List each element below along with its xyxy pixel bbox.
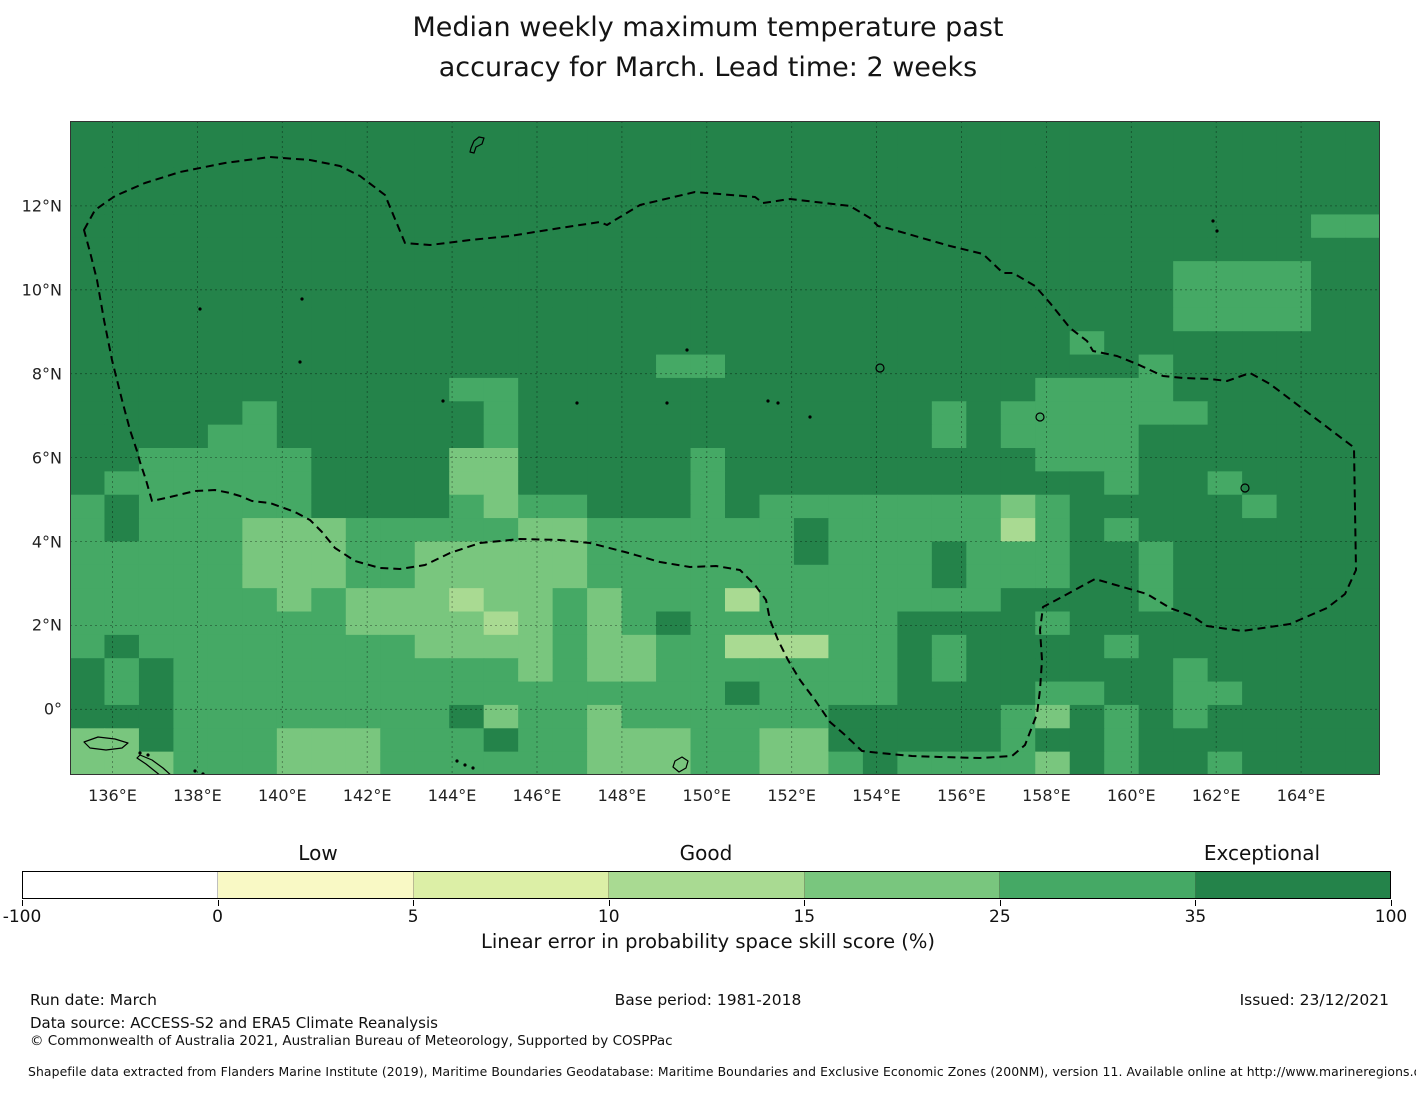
footer-shapefile-attribution: Shapefile data extracted from Flanders M… bbox=[28, 1064, 1416, 1079]
x-tick-label: 162°E bbox=[1191, 786, 1241, 805]
y-tick-label: 4°N bbox=[31, 532, 62, 551]
y-tick-label: 0° bbox=[43, 699, 62, 719]
footer-data-source: Data source: ACCESS-S2 and ERA5 Climate … bbox=[30, 1014, 438, 1032]
heatmap-cells bbox=[70, 121, 1381, 776]
colorbar-tick bbox=[608, 900, 610, 906]
y-tick-label: 8°N bbox=[31, 364, 62, 384]
chart-title-line1: Median weekly maximum temperature past bbox=[412, 12, 1004, 43]
colorbar-tick bbox=[999, 900, 1001, 906]
x-tick-label: 152°E bbox=[767, 786, 817, 805]
colorbar-segment bbox=[23, 872, 219, 898]
x-tick-label: 136°E bbox=[88, 786, 137, 805]
colorbar-tick bbox=[804, 900, 806, 906]
colorbar-segment bbox=[804, 872, 1001, 898]
graticule-gridlines bbox=[70, 121, 1380, 775]
x-tick-label: 138°E bbox=[173, 786, 222, 805]
map-plot-area bbox=[70, 121, 1381, 793]
colorbar-tick-label: -100 bbox=[2, 907, 42, 927]
colorbar-tick bbox=[1391, 900, 1392, 906]
x-tick-label: 160°E bbox=[1106, 786, 1156, 805]
axes-frame bbox=[70, 121, 1380, 775]
colorbar-tick-label: 25 bbox=[989, 907, 1011, 927]
chart-title: Median weekly maximum temperature past a… bbox=[0, 8, 1416, 88]
colorbar bbox=[22, 871, 1391, 899]
colorbar-segment bbox=[1000, 872, 1196, 898]
x-tick-label: 148°E bbox=[597, 786, 647, 805]
colorbar-tick-label: 35 bbox=[1184, 907, 1207, 927]
colorbar-tick bbox=[22, 900, 23, 906]
colorbar-segment bbox=[218, 872, 414, 898]
colorbar-tick bbox=[217, 900, 219, 906]
colorbar-tick bbox=[1195, 900, 1197, 906]
x-tick-label: 140°E bbox=[257, 786, 307, 805]
x-tick-label: 144°E bbox=[427, 786, 477, 805]
y-tick-label: 6°N bbox=[31, 448, 62, 468]
footer-copyright: © Commonwealth of Australia 2021, Austra… bbox=[30, 1033, 673, 1049]
footer-issued: Issued: 23/12/2021 bbox=[1239, 991, 1389, 1009]
x-tick-label: 158°E bbox=[1022, 786, 1071, 805]
x-tick-label: 146°E bbox=[512, 786, 562, 805]
x-tick-label: 150°E bbox=[682, 786, 732, 805]
colorbar-section-label: Low bbox=[298, 841, 338, 865]
colorbar-axis-label: Linear error in probability space skill … bbox=[480, 930, 936, 953]
colorbar-tick-label: 10 bbox=[597, 907, 620, 927]
footer-base-period: Base period: 1981-2018 bbox=[614, 991, 802, 1009]
y-tick-label: 10°N bbox=[21, 280, 62, 300]
y-tick-label: 2°N bbox=[31, 615, 62, 635]
colorbar-section-label: Exceptional bbox=[1203, 841, 1321, 865]
colorbar-tick-label: 5 bbox=[407, 907, 419, 927]
colorbar-section-label: Good bbox=[679, 841, 733, 865]
chart-title-line2: accuracy for March. Lead time: 2 weeks bbox=[438, 52, 978, 83]
colorbar-segment bbox=[1195, 872, 1390, 898]
x-tick-label: 154°E bbox=[852, 786, 901, 805]
colorbar-tick bbox=[413, 900, 415, 906]
colorbar-segment bbox=[609, 872, 805, 898]
island-outlines bbox=[83, 136, 1250, 793]
y-tick-label: 12°N bbox=[21, 196, 62, 216]
x-tick-label: 156°E bbox=[937, 786, 986, 805]
colorbar-tick-label: 15 bbox=[793, 907, 816, 927]
footer-run-date: Run date: March bbox=[30, 991, 157, 1009]
eez-boundary-line bbox=[83, 156, 1357, 759]
x-tick-label: 164°E bbox=[1276, 786, 1326, 805]
colorbar-tick-label: 0 bbox=[212, 907, 223, 927]
map-svg bbox=[70, 121, 1381, 793]
colorbar-segment bbox=[413, 872, 610, 898]
colorbar-tick-label: 100 bbox=[1374, 907, 1408, 927]
x-tick-label: 142°E bbox=[342, 786, 392, 805]
